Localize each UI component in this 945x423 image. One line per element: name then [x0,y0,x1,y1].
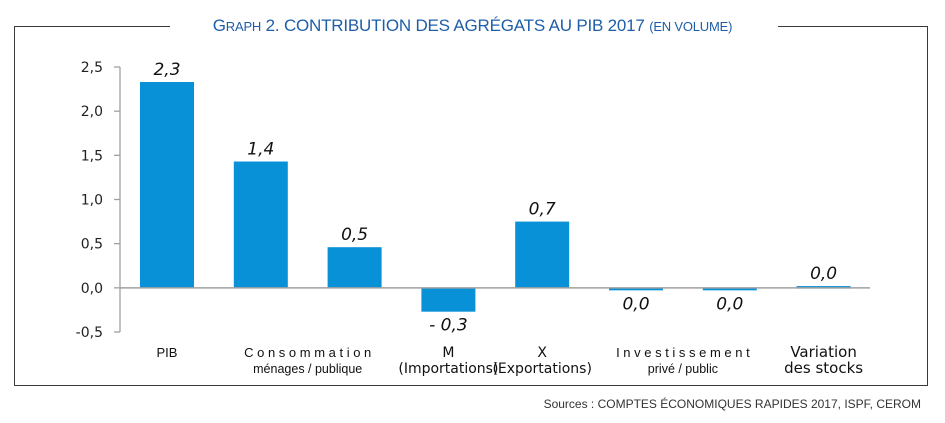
y-tick-label: 0,5 [81,237,103,253]
value-label-investissement-public: 0,0 [716,294,743,314]
value-label-consommation-menages: 1,4 [247,140,274,160]
bar-pib [140,82,194,288]
bar-investissement-prive [609,287,663,291]
title-main: 2. CONTRIBUTION DES AGRÉGATS AU PIB 2017 [261,16,650,35]
chart-title: GRAPH 2. CONTRIBUTION DES AGRÉGATS AU PI… [0,16,945,36]
category-label-importations: M [442,345,454,361]
value-label-pib: 2,3 [153,60,180,80]
bar-exportations [515,221,570,288]
value-label-investissement-prive: 0,0 [622,294,649,314]
category-label-importations: (Importations) [398,361,498,377]
category-label-variation-stocks: Variation [790,343,857,361]
category-label-investissement: privé / public [648,362,718,376]
title-prefix-rest: RAPH [225,19,262,34]
bar-consommation-menages [233,161,288,288]
category-labels: PIB C o n s o m m a t i o n ménages / publ… [157,343,864,377]
category-label-consommation: C o n s o m m a t i o n [244,345,371,360]
bar-consommation-publique [327,247,382,288]
title-mask [170,14,778,38]
value-label-exportations: 0,7 [529,200,556,220]
category-label-exportations: (Exportations) [492,361,591,377]
y-axis: 2,5 2,0 1,5 1,0 0,5 0,0 -0,5 [76,60,121,341]
value-label-variation-stocks: 0,0 [810,264,837,284]
y-tick-label: 1,0 [81,193,103,209]
y-tick-label: -0,5 [76,325,103,341]
bar-importations [421,287,476,312]
value-label-consommation-publique: 0,5 [341,225,368,245]
bar-investissement-public [702,287,757,291]
title-subtitle: (EN VOLUME) [649,19,733,34]
y-tick-label: 2,0 [81,104,103,120]
title-prefix-initial: G [212,16,226,35]
category-label-investissement: I n v e s t i s s e m e n t [616,345,750,360]
y-tick-label: 2,5 [81,60,103,76]
value-labels: 2,3 1,4 0,5 - 0,3 0,7 0,0 0,0 0,0 [153,60,837,336]
source-note: Sources : COMPTES ÉCONOMIQUES RAPIDES 20… [543,397,921,411]
y-tick-label: 1,5 [81,148,103,164]
category-label-exportations: X [537,345,547,361]
bars [120,82,870,312]
category-label-consommation: ménages / publique [253,362,362,376]
category-label-pib: PIB [157,345,178,360]
value-label-importations: - 0,3 [429,316,468,336]
y-tick-label: 0,0 [81,281,103,297]
category-label-variation-stocks: des stocks [784,359,863,377]
